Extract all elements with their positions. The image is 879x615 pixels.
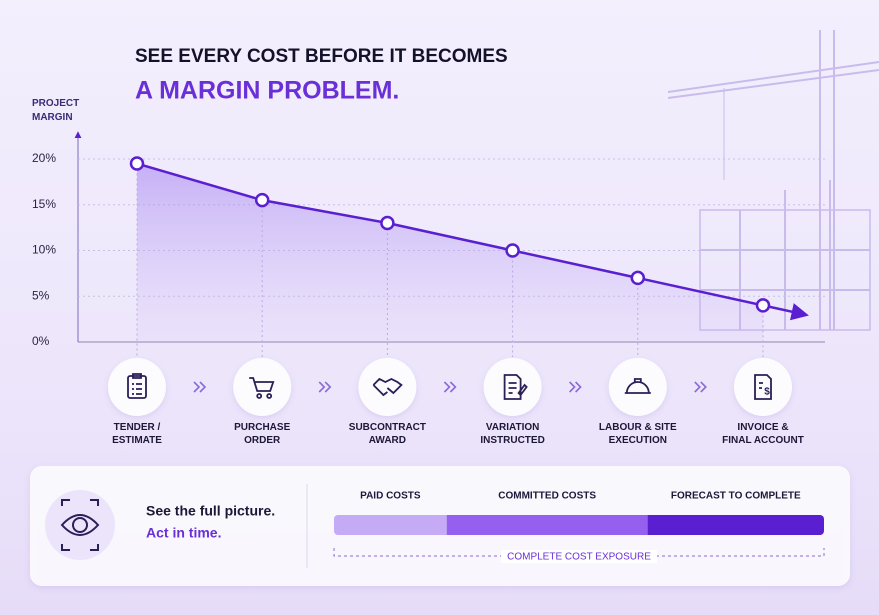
stage-icon	[249, 377, 275, 399]
legend-label: PAID COSTS	[360, 491, 421, 502]
y-axis-label: PROJECT MARGIN	[32, 98, 80, 123]
title: SEE EVERY COST BEFORE IT BECOMES	[135, 46, 508, 67]
stage-label: TENDER / ESTIMATE	[112, 422, 162, 446]
stage-label: VARIATION INSTRUCTED	[480, 422, 545, 446]
y-tick-label: 0%	[32, 334, 50, 348]
point	[630, 270, 646, 286]
point	[755, 298, 771, 313]
point	[254, 192, 270, 208]
stage-label: INVOICE & FINAL ACCOUNT	[722, 422, 804, 446]
svg-text:$: $	[764, 387, 770, 398]
stage-badge	[108, 358, 166, 416]
bar-segment	[446, 515, 648, 535]
bar-segment	[647, 515, 824, 535]
legend-label: FORECAST TO COMPLETE	[671, 491, 801, 502]
line	[136, 162, 764, 307]
eye-icon	[60, 499, 100, 551]
stage-icon	[372, 377, 403, 397]
title-highlight: A MARGIN PROBLEM.	[135, 77, 399, 105]
stage-label: LABOUR & SITE EXECUTION	[598, 422, 677, 446]
y-tick-label: 10%	[32, 243, 56, 257]
stage-badge	[734, 358, 792, 416]
stage-icon	[503, 374, 528, 400]
message-line: Act in time.	[146, 525, 221, 541]
stage-icon: $	[754, 374, 772, 400]
stage-badge	[233, 358, 292, 416]
area	[137, 163, 763, 342]
stage-icon	[624, 378, 651, 394]
bar-segment	[334, 515, 447, 535]
stage-badge	[483, 358, 542, 416]
chevron	[569, 381, 582, 393]
stage-label: PURCHASE ORDER	[234, 422, 291, 446]
message-line: See the full picture.	[146, 503, 275, 519]
y-tick-label: 5%	[32, 288, 50, 302]
eye-badge	[45, 490, 115, 560]
stage-badge	[608, 358, 667, 416]
annotation-bg	[501, 550, 657, 563]
chevron	[443, 381, 457, 393]
y-tick-label: 20%	[32, 151, 56, 165]
chevron	[694, 381, 707, 393]
chevron	[193, 381, 207, 393]
y-tick-label: 15%	[32, 197, 56, 211]
point	[380, 215, 395, 231]
legend-label: COMMITTED COSTS	[498, 491, 596, 502]
chevron	[318, 381, 332, 393]
annotation: COMPLETE COST EXPOSURE	[507, 552, 651, 563]
stage-badge	[358, 358, 417, 416]
stage-label: SUBCONTRACT AWARD	[348, 422, 426, 446]
point	[505, 243, 520, 258]
stage-icon	[127, 373, 147, 399]
crane-illustration	[667, 30, 879, 331]
point	[129, 156, 145, 171]
